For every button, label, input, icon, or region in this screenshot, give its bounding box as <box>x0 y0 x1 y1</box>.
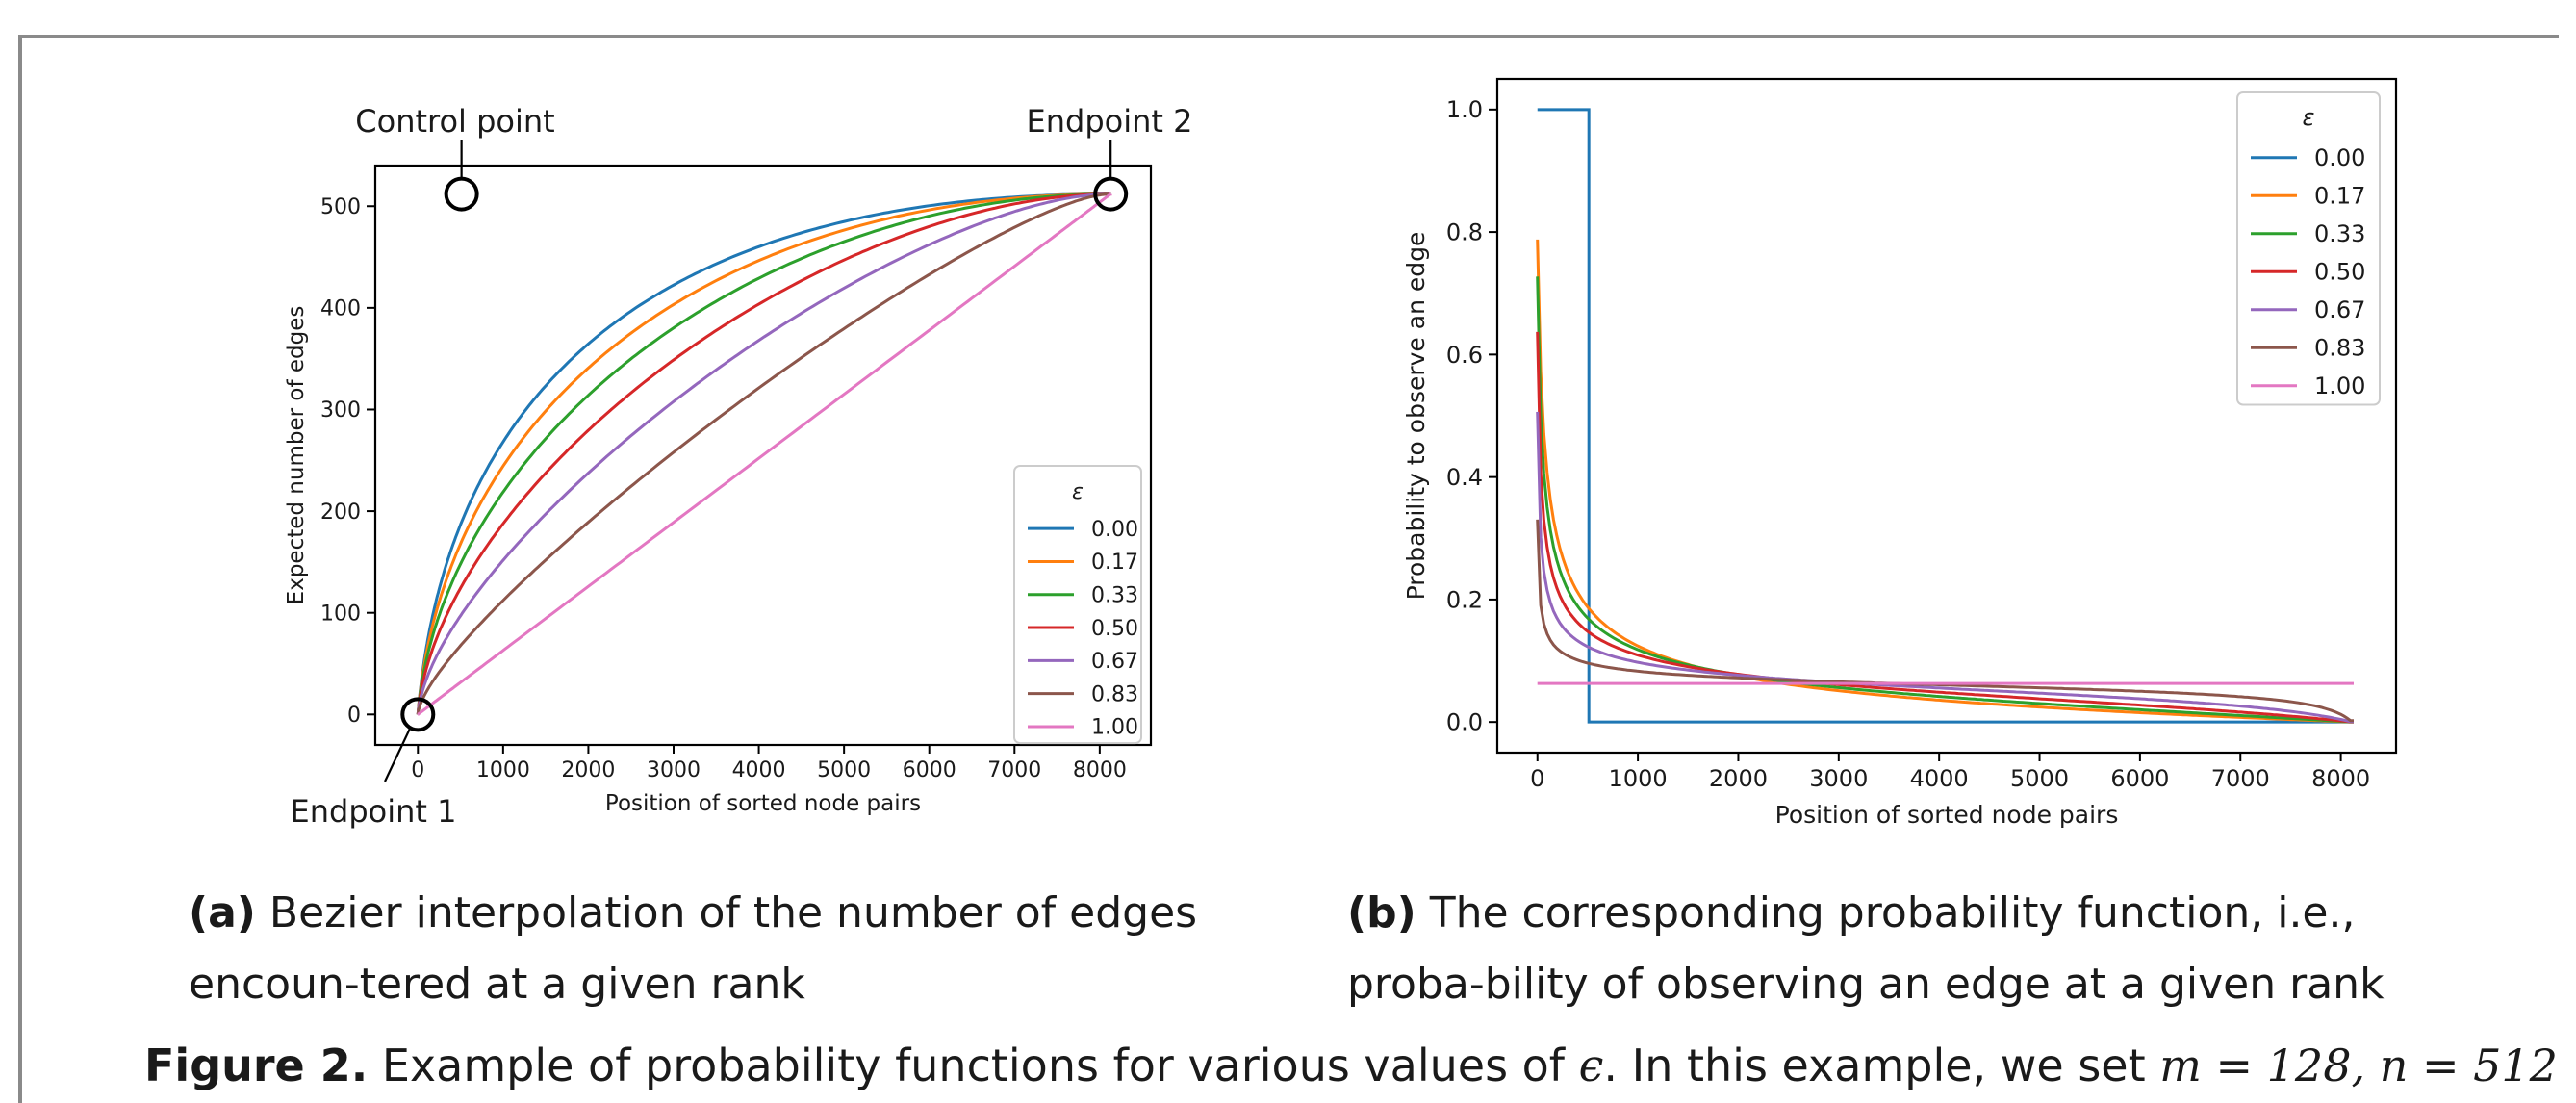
x-tick-label: 8000 <box>1073 758 1127 782</box>
x-tick-label: 7000 <box>2211 765 2270 792</box>
x-tick-label: 3000 <box>647 758 701 782</box>
y-tick-label: 1.0 <box>1446 96 1483 123</box>
x-tick-label: 0 <box>1530 765 1544 792</box>
series-line-0.17 <box>416 192 1111 715</box>
y-axis-label: Expected number of edges <box>284 306 309 605</box>
x-tick-label: 1000 <box>476 758 530 782</box>
legend-label: 0.33 <box>1091 583 1138 607</box>
legend-label: 0.83 <box>1091 682 1138 706</box>
legend-title: ε <box>2303 104 2315 131</box>
x-tick-label: 0 <box>411 758 424 782</box>
x-tick-label: 1000 <box>1609 765 1668 792</box>
figure-caption-text-2: . In this example, we set <box>1603 1039 2160 1091</box>
legend-label: 0.83 <box>2314 335 2365 362</box>
figure-caption: Figure 2. Example of probability functio… <box>144 1030 2569 1101</box>
endpoint-1-leader <box>384 727 412 782</box>
figure-caption-epsilon: ϵ <box>1578 1039 1604 1091</box>
legend-a <box>1013 465 1142 745</box>
chart-a: 0 1000 2000 3000 4000 5000 6000 7000 8000 0 100 200… <box>284 103 1192 830</box>
series-line-0.50 <box>1536 331 2354 724</box>
caption-b: (b) The corresponding probability functi… <box>1347 878 2502 1020</box>
series-line-0.83 <box>1536 519 2354 723</box>
legend-label: 0.50 <box>2314 259 2365 286</box>
series-line-0.83 <box>416 192 1111 715</box>
x-tick-label: 5000 <box>2010 765 2069 792</box>
legend-label: 0.17 <box>1091 551 1138 575</box>
x-tick-label: 5000 <box>817 758 871 782</box>
x-tick-label: 6000 <box>903 758 956 782</box>
legend-label: 0.33 <box>2314 220 2365 247</box>
series-line-0.50 <box>416 192 1111 715</box>
legend-title: ε <box>1072 480 1084 504</box>
x-tick-label: 4000 <box>1910 765 1969 792</box>
y-tick-label: 200 <box>320 500 361 525</box>
series-line-0.17 <box>1536 239 2354 724</box>
series-line-0.67 <box>1536 411 2354 724</box>
series-line-0.33 <box>416 192 1111 715</box>
endpoint-1-marker <box>400 697 436 732</box>
y-tick-label: 0.0 <box>1446 709 1483 736</box>
legend-label: 1.00 <box>2314 372 2365 399</box>
legend-label: 0.50 <box>1091 617 1138 641</box>
legend-label: 0.67 <box>1091 650 1138 674</box>
x-tick-label: 2000 <box>561 758 615 782</box>
chart-b: 0 1000 2000 3000 4000 5000 6000 7000 8000 0.0 0.2 0… <box>1402 77 2398 829</box>
plot-frame <box>1495 77 2398 755</box>
legend-label: 0.00 <box>2314 144 2365 171</box>
y-tick-label: 0 <box>347 704 361 728</box>
figure-caption-label: Figure 2. <box>144 1039 369 1091</box>
x-axis-label: Position of sorted node pairs <box>1775 801 2119 829</box>
y-tick-label: 500 <box>320 195 361 219</box>
legend-b <box>2236 91 2381 406</box>
series-line-0.33 <box>1536 276 2354 724</box>
legend-label: 0.17 <box>2314 183 2365 210</box>
figure-caption-math: m = 128, n = 512 <box>2159 1039 2558 1091</box>
y-tick-label: 0.2 <box>1446 586 1483 613</box>
legend-label: 1.00 <box>1091 716 1138 740</box>
control-point-marker <box>444 176 479 212</box>
y-tick-label: 100 <box>320 602 361 626</box>
x-tick-label: 2000 <box>1709 765 1768 792</box>
x-tick-label: 8000 <box>2311 765 2370 792</box>
x-tick-label: 3000 <box>1809 765 1868 792</box>
control-point-label: Control point <box>355 103 554 140</box>
y-axis-label: Probability to observe an edge <box>1402 232 1430 601</box>
caption-a-text: Bezier interpolation of the number of ed… <box>189 888 1198 1009</box>
x-axis-label: Position of sorted node pairs <box>605 791 921 816</box>
x-tick-label: 7000 <box>987 758 1041 782</box>
series-line-0.67 <box>416 192 1111 715</box>
caption-b-label: (b) <box>1347 888 1416 937</box>
endpoint-1-label: Endpoint 1 <box>291 793 457 830</box>
x-tick-label: 4000 <box>732 758 786 782</box>
x-tick-label: 6000 <box>2110 765 2169 792</box>
y-tick-label: 300 <box>320 398 361 423</box>
caption-a: (a) Bezier interpolation of the number o… <box>189 878 1305 1020</box>
endpoint-2-label: Endpoint 2 <box>1027 103 1193 140</box>
plot-frame <box>373 164 1153 747</box>
series-line-0.00 <box>416 192 1111 715</box>
legend-label: 0.67 <box>2314 296 2365 323</box>
y-tick-label: 0.4 <box>1446 464 1483 491</box>
series-line-1.00 <box>417 192 1112 716</box>
figure-caption-text-1: Example of probability functions for var… <box>368 1039 1579 1091</box>
figure-frame <box>18 35 2559 1103</box>
caption-a-label: (a) <box>189 888 256 937</box>
series-line-0.00 <box>1537 108 2354 724</box>
y-tick-label: 0.6 <box>1446 342 1483 369</box>
caption-b-text: The corresponding probability function, … <box>1347 888 2385 1009</box>
y-tick-label: 0.8 <box>1446 218 1483 245</box>
y-tick-label: 400 <box>320 297 361 321</box>
legend-label: 0.00 <box>1091 518 1138 542</box>
